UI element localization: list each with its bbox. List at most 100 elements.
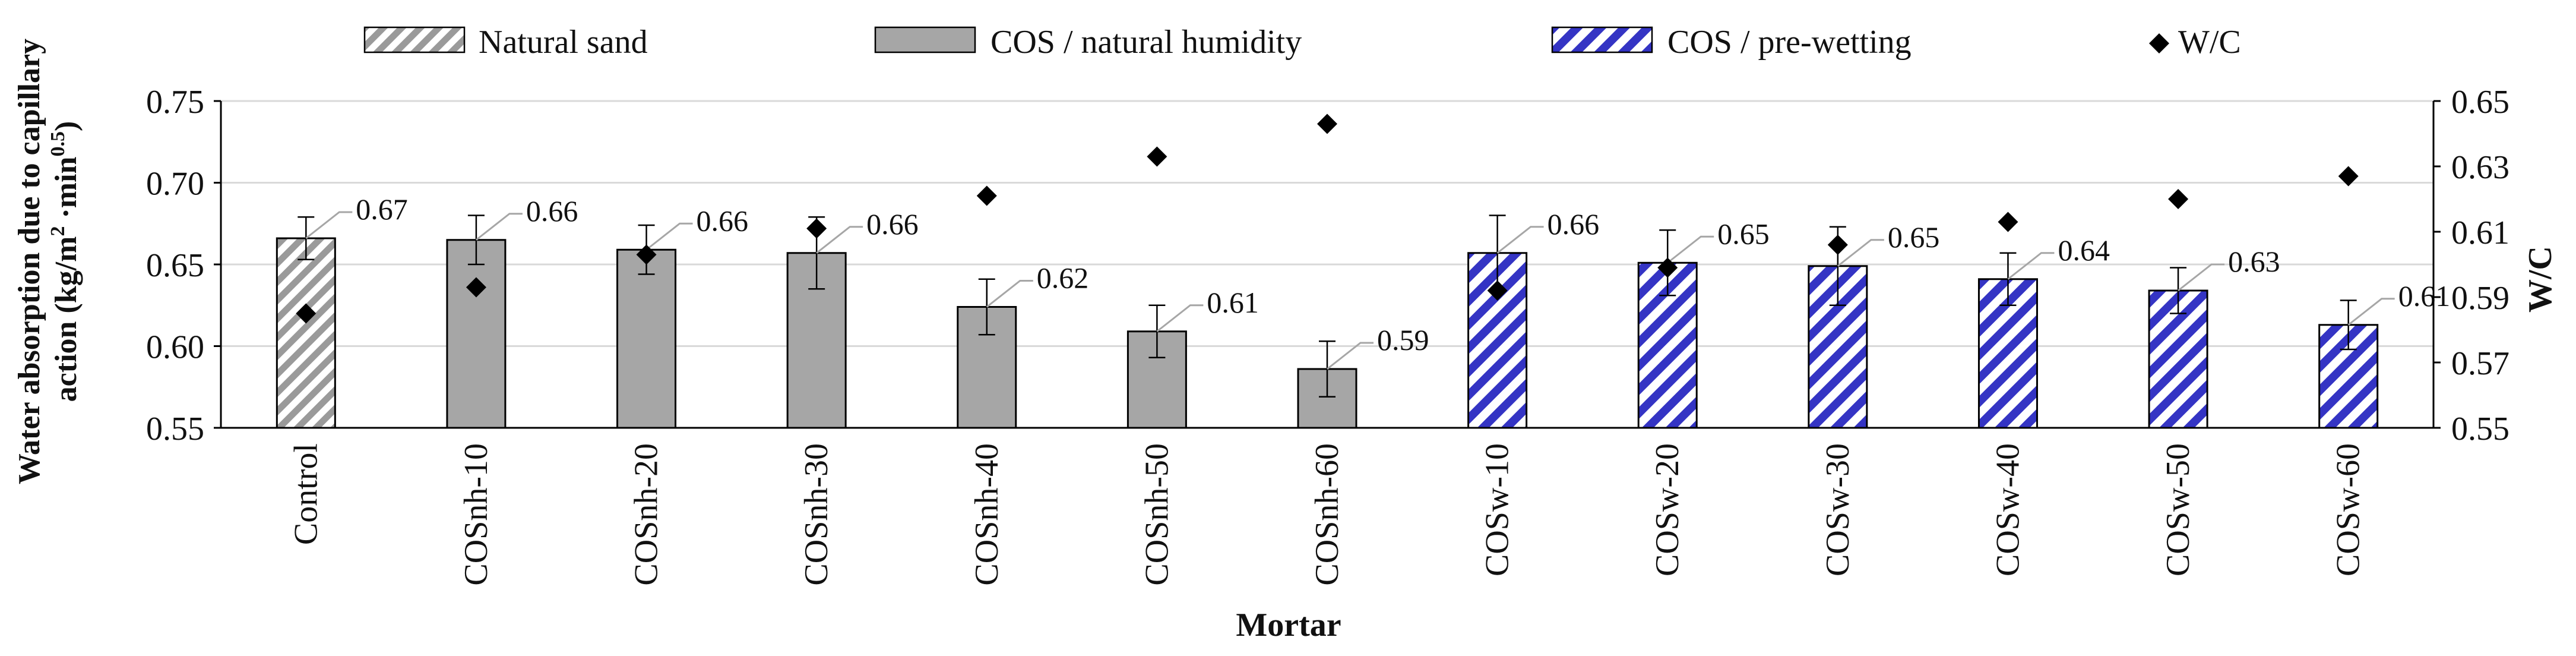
wc-marker-COSnh-20 (636, 244, 657, 265)
wc-markers (296, 113, 2359, 324)
y-axis-unit-suffix: ) (49, 121, 83, 131)
y-tick-0.65: 0.65 (146, 247, 204, 284)
wc-marker-COSw-40 (1998, 212, 2018, 232)
legend-swatch-natural-sand (363, 26, 466, 53)
x-tick-COSw-60: COSw-60 (2330, 443, 2367, 576)
y2-tick-0.65: 0.65 (2451, 84, 2509, 121)
x-tick-COSw-20: COSw-20 (1649, 443, 1686, 576)
value-labels: 0.67 0.66 0.66 0.66 0.62 0.61 0.59 0.66 0.65 0.65… (356, 193, 2450, 357)
leader-COSnh-10 (475, 213, 523, 241)
y-tick-0.60: 0.60 (146, 329, 204, 366)
legend-item-natural-sand: Natural sand (363, 24, 648, 61)
legend-label-cos-pre-wetting: COS / pre-wetting (1667, 24, 1912, 61)
x-tick-COSnh-50: COSnh-50 (1138, 443, 1175, 586)
legend: Natural sand COS / natural humidity COS … (363, 24, 2241, 61)
y-tick-labels: 0.55 0.60 0.65 0.70 0.75 (146, 84, 204, 447)
wc-marker-COSnh-10 (466, 277, 486, 298)
x-tick-Control: Control (287, 443, 324, 545)
y-axis-title-unit: action (kg/m2 ·min0.5) (47, 121, 83, 402)
wc-marker-COSw-60 (2338, 166, 2359, 187)
legend-swatch-cos-pre-wetting (1551, 26, 1653, 53)
bar-COSw-10 (1467, 252, 1528, 429)
legend-item-cos-pre-wetting: COS / pre-wetting (1551, 24, 1912, 61)
bar-Control (276, 237, 336, 429)
y2-tick-0.57: 0.57 (2451, 345, 2509, 382)
wc-marker-COSnh-60 (1317, 113, 1337, 134)
leader-COSnh-20 (645, 222, 693, 251)
leader-COSw-30 (1837, 239, 1884, 267)
wc-marker-COSw-20 (1657, 257, 1678, 278)
leader-COSnh-40 (986, 280, 1033, 308)
wc-marker-COSnh-40 (976, 185, 997, 206)
legend-item-wc: W/C (2149, 24, 2241, 61)
value-label-COSnh-30: 0.66 (866, 207, 919, 241)
axes (214, 100, 2441, 429)
leader-COSw-60 (2347, 298, 2395, 326)
value-label-COSnh-20: 0.66 (697, 204, 749, 237)
y-axis-title-group: Water absorption due to capillary action… (12, 39, 83, 484)
wc-marker-COSw-10 (1487, 280, 1508, 301)
wc-marker-COSw-50 (2168, 189, 2189, 209)
legend-label-wc: W/C (2178, 24, 2241, 61)
wc-marker-COSnh-30 (806, 218, 827, 239)
value-label-COSw-10: 0.66 (1548, 207, 1600, 241)
y2-tick-0.63: 0.63 (2451, 149, 2509, 186)
legend-item-cos-natural-humidity: COS / natural humidity (874, 24, 1302, 61)
legend-label-cos-natural-humidity: COS / natural humidity (990, 24, 1302, 61)
wc-marker-Control (296, 303, 317, 324)
legend-marker-wc-icon (2149, 33, 2169, 53)
y2-tick-0.59: 0.59 (2451, 280, 2509, 317)
x-tick-COSw-30: COSw-30 (1819, 443, 1856, 576)
x-tick-COSnh-20: COSnh-20 (628, 443, 665, 586)
label-leaders (305, 211, 2395, 370)
bar-COSnh-10 (446, 239, 507, 429)
wc-marker-COSnh-50 (1147, 146, 1167, 167)
y-tick-0.55: 0.55 (146, 411, 204, 447)
leader-COSw-10 (1496, 226, 1544, 254)
y-axis-unit-square: 2 (47, 226, 69, 236)
y2-axis-title: W/C (2522, 246, 2559, 313)
bar-COSnh-20 (616, 248, 677, 429)
y-tick-0.70: 0.70 (146, 166, 204, 203)
y-axis-title-main: Water absorption due to capillary (12, 39, 46, 484)
leader-COSnh-30 (816, 226, 863, 254)
wc-marker-COSw-30 (1827, 235, 1848, 255)
x-tick-COSw-50: COSw-50 (2160, 443, 2197, 576)
legend-label-natural-sand: Natural sand (479, 24, 648, 61)
y2-tick-labels: 0.55 0.57 0.59 0.61 0.63 0.65 (2451, 84, 2509, 447)
value-label-COSnh-40: 0.62 (1037, 261, 1089, 295)
value-label-COSw-20: 0.65 (1717, 217, 1770, 250)
value-label-COSnh-10: 0.66 (526, 194, 578, 228)
y-axis-unit-prefix: action (kg/m (49, 236, 83, 402)
value-label-COSw-50: 0.63 (2228, 245, 2280, 278)
x-axis-title: Mortar (1236, 607, 1341, 644)
legend-swatch-cos-natural-humidity (874, 26, 976, 53)
bars (276, 237, 2379, 429)
y-axis-unit-exponent: 0.5 (47, 131, 69, 157)
leader-COSw-40 (2007, 252, 2055, 280)
value-label-COSw-30: 0.65 (1888, 220, 1940, 254)
y-tick-0.75: 0.75 (146, 84, 204, 121)
value-label-COSw-40: 0.64 (2058, 234, 2110, 267)
y2-tick-0.55: 0.55 (2451, 411, 2509, 447)
x-tick-COSnh-60: COSnh-60 (1309, 443, 1346, 586)
leader-COSnh-60 (1327, 342, 1374, 370)
error-bars (298, 215, 2357, 398)
x-tick-COSnh-40: COSnh-40 (969, 443, 1005, 586)
x-tick-COSw-10: COSw-10 (1479, 443, 1516, 576)
value-label-COSnh-50: 0.61 (1207, 286, 1259, 319)
leader-COSw-20 (1667, 235, 1714, 264)
value-label-COSnh-60: 0.59 (1377, 323, 1429, 357)
x-tick-COSnh-10: COSnh-10 (458, 443, 495, 586)
y2-tick-0.61: 0.61 (2451, 215, 2509, 251)
value-label-Control: 0.67 (356, 193, 408, 226)
x-tick-labels: Control COSnh-10 COSnh-20 COSnh-30 COSnh-40 C… (287, 443, 2366, 586)
leader-Control (305, 211, 353, 239)
leader-COSw-50 (2178, 263, 2225, 292)
leader-COSnh-50 (1156, 304, 1204, 332)
x-tick-COSnh-30: COSnh-30 (798, 443, 835, 586)
y-axis-unit-mid: ·min (49, 156, 83, 226)
x-tick-COSw-40: COSw-40 (1989, 443, 2026, 576)
value-label-COSw-60: 0.61 (2398, 279, 2451, 313)
